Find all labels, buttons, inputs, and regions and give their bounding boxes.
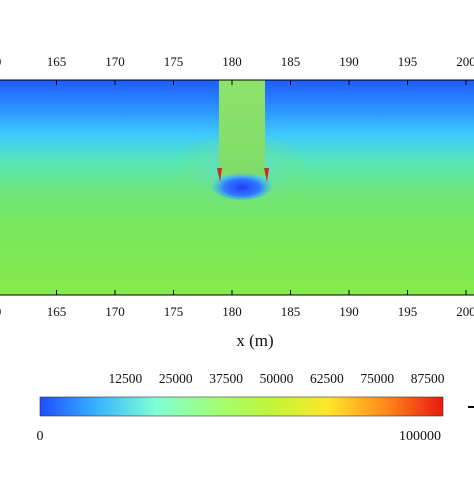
colorbar-tick-label: 12500 (109, 371, 143, 386)
x-tick-label: 165 (47, 304, 67, 319)
low-pressure-bowl (212, 172, 272, 200)
x-tick-label: 175 (164, 304, 184, 319)
colorbar-max-label: 100000 (399, 429, 441, 444)
colorbar-min-label: 0 (37, 429, 44, 444)
x-tick-label: 190 (339, 54, 359, 69)
x-tick-label: 200 (456, 304, 474, 319)
x-tick-label: 0 (0, 304, 1, 319)
x-axis-label: x (m) (236, 331, 273, 350)
colorbar-tick-label: 50000 (260, 371, 294, 386)
x-tick-label: 180 (222, 54, 242, 69)
x-tick-label: 195 (398, 54, 418, 69)
x-tick-label: 165 (47, 54, 67, 69)
plot-area (0, 80, 474, 295)
x-tick-label: 200 (456, 54, 474, 69)
x-tick-label: 0 (0, 54, 1, 69)
colorbar-rect (40, 397, 443, 416)
colorbar: 12500 25000 37500 50000 62500 75000 87500 0 10… (37, 371, 474, 444)
colorbar-tick-label: 75000 (360, 371, 394, 386)
x-tick-label: 185 (281, 304, 301, 319)
x-tick-label: 170 (105, 54, 125, 69)
colorbar-tick-label: 37500 (209, 371, 243, 386)
x-tick-label: 195 (398, 304, 418, 319)
x-tick-label: 170 (105, 304, 125, 319)
x-tick-label: 180 (222, 304, 242, 319)
colorbar-tick-label: 62500 (310, 371, 344, 386)
x-tick-label: 175 (164, 54, 184, 69)
structure-column (219, 80, 265, 176)
x-tick-label: 185 (281, 54, 301, 69)
colorbar-ticks: 12500 25000 37500 50000 62500 75000 87500 (109, 371, 445, 386)
colorbar-tick-label: 87500 (411, 371, 445, 386)
colorbar-tick-label: 25000 (159, 371, 193, 386)
x-tick-label: 190 (339, 304, 359, 319)
